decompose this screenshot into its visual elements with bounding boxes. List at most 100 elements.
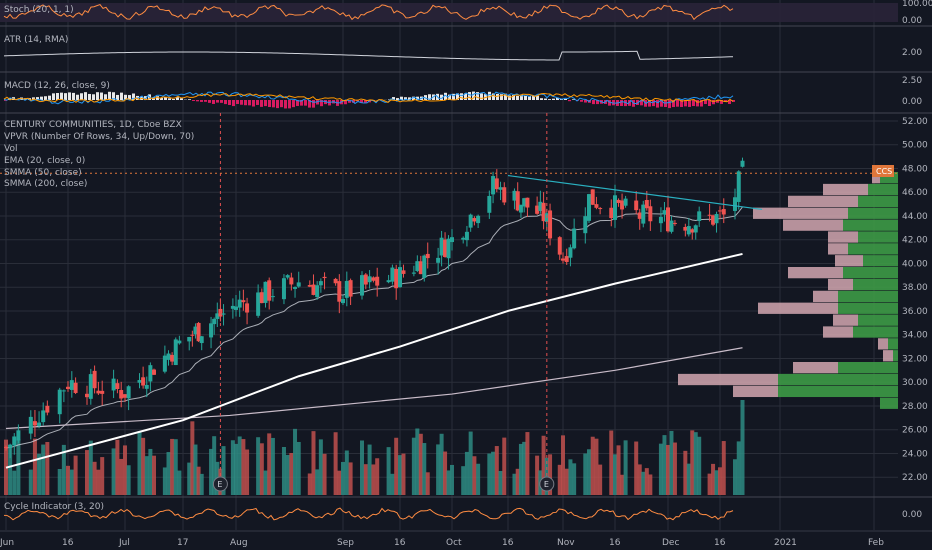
candle-body — [512, 190, 517, 201]
macd-hist-bar — [668, 100, 671, 109]
candle-body — [100, 390, 105, 394]
candle-body — [669, 220, 674, 232]
time-tick-label: Feb — [868, 538, 884, 548]
price-tick-label: 28.00 — [902, 402, 928, 412]
candle-body — [620, 200, 625, 210]
volume-bar — [494, 446, 499, 495]
candle-body — [390, 267, 395, 282]
macd-hist-bar — [168, 98, 171, 100]
candle-body — [12, 436, 17, 446]
vpvr-down — [813, 290, 838, 303]
candle-body — [538, 201, 543, 212]
candle-body — [28, 416, 33, 434]
volume-bar — [693, 432, 698, 495]
candle-body — [583, 216, 588, 234]
macd-hist-bar — [192, 100, 195, 101]
candle-body — [564, 256, 569, 262]
volume-bar — [8, 445, 13, 495]
candle-body — [333, 278, 338, 284]
cycle-line — [3, 507, 734, 521]
vpvr-down — [883, 350, 893, 362]
macd-hist-bar — [532, 96, 535, 100]
candle-body — [141, 377, 146, 386]
macd-hist-bar — [100, 92, 103, 100]
volume-bar — [644, 468, 649, 495]
candle-body — [623, 198, 628, 206]
volume-bar — [69, 469, 74, 495]
candle-body — [69, 380, 74, 390]
candle-body — [733, 197, 737, 211]
vpvr-down — [828, 243, 848, 255]
macd-tick-0: 0.00 — [902, 97, 922, 107]
macd-hist-bar — [732, 100, 735, 102]
volume-bar — [590, 436, 595, 495]
time-tick-label: Dec — [662, 538, 679, 548]
candle-body — [73, 382, 78, 393]
macd-hist-bar — [260, 100, 263, 107]
volume-bar — [88, 440, 93, 495]
macd-hist-bar — [320, 100, 323, 107]
volume-bar — [498, 470, 503, 495]
macd-hist-bar — [720, 100, 723, 104]
candle-body — [401, 270, 406, 274]
price-axis: 52.00 50.00 48.00 46.00 44.00 42.00 40.00 38.00… — [902, 117, 928, 483]
volume-bar — [85, 450, 89, 495]
candle-body — [173, 339, 178, 366]
candle-body — [193, 326, 198, 335]
candle-body — [613, 195, 617, 220]
macd-hist-bar — [88, 93, 91, 100]
macd-hist-bar — [344, 100, 347, 105]
price-tick-label: 22.00 — [902, 473, 928, 483]
macd-hist-bar — [268, 100, 271, 108]
candle-body — [245, 303, 250, 313]
macd-hist-bar — [296, 100, 299, 106]
candle-body — [641, 204, 646, 224]
macd-hist-bar — [544, 98, 547, 100]
macd-hist-bar — [584, 100, 587, 103]
macd-hist-bar — [652, 100, 655, 107]
volume-bar — [398, 455, 402, 495]
volume-bar — [394, 437, 399, 495]
macd-hist-bar — [92, 94, 95, 100]
vpvr-up — [888, 338, 898, 350]
volume-bar — [672, 442, 677, 495]
macd-hist-bar — [228, 100, 231, 105]
macd-hist-bar — [692, 100, 695, 107]
price-tick-label: 52.00 — [902, 117, 928, 127]
volume-bar — [564, 468, 569, 495]
candle-body — [360, 275, 364, 296]
macd-hist-bar — [84, 92, 87, 100]
macd-hist-bar — [248, 100, 251, 106]
candle-body — [126, 386, 131, 399]
macd-hist-bar — [204, 100, 207, 102]
macd-hist-bar — [408, 97, 411, 100]
macd-hist-bar — [72, 92, 75, 100]
volume-bar — [115, 439, 120, 495]
macd-hist-bar — [520, 94, 523, 100]
vpvr-up — [858, 314, 898, 326]
macd-hist-bar — [676, 100, 679, 107]
candles — [4, 157, 745, 459]
candle-body — [561, 258, 565, 261]
volume-bar — [386, 447, 391, 495]
volume-bar — [535, 455, 540, 495]
candle-body — [707, 214, 712, 216]
volume-bar — [311, 431, 316, 495]
macd-hist-bar — [36, 97, 39, 100]
volume-bar — [137, 431, 142, 495]
volume-bar — [557, 464, 562, 495]
volume-bar — [425, 472, 430, 495]
volume-bar — [281, 446, 286, 495]
macd-hist-bar — [696, 100, 699, 107]
earnings-label: E — [544, 480, 549, 489]
candle-body — [443, 239, 448, 257]
candle-body — [736, 171, 741, 202]
macd-hist-bar — [272, 100, 275, 108]
macd-hist-bar — [464, 93, 467, 100]
volume-bar — [375, 458, 380, 495]
vol-label: Vol — [4, 144, 17, 154]
volume-bar — [100, 457, 105, 495]
volume-bar — [16, 439, 21, 495]
macd-hist-bar — [360, 100, 363, 103]
vpvr-up — [858, 231, 898, 243]
